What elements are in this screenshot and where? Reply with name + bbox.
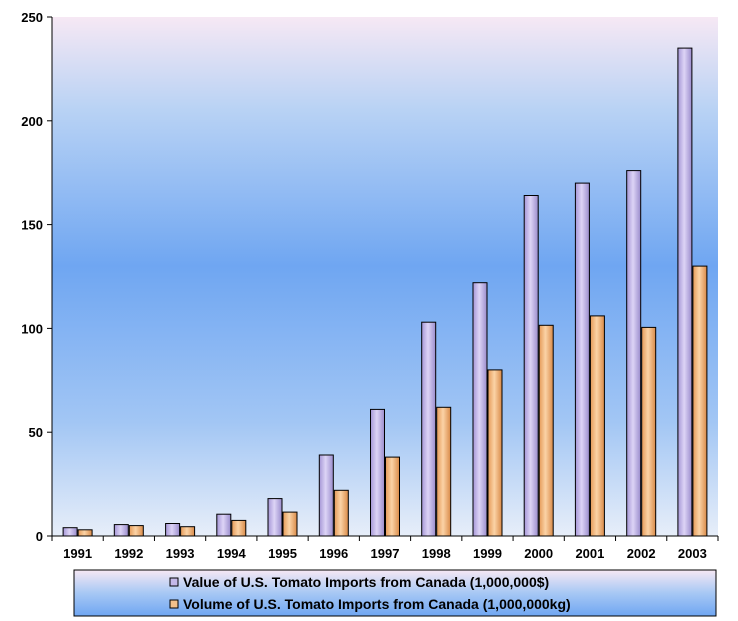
- bar-volume-1997: [385, 456, 400, 537]
- bar-value-1998: [421, 321, 437, 537]
- bar-volume-2003: [692, 265, 708, 537]
- axes-layer: [47, 16, 719, 541]
- bar-volume-1995: [282, 511, 298, 537]
- x-tick-label-2002: 2002: [627, 546, 656, 561]
- bar-volume-1999: [487, 369, 503, 537]
- bar-volume-1993: [180, 526, 196, 537]
- bar-volume-1994: [231, 519, 247, 537]
- x-tick-label-1999: 1999: [473, 546, 502, 561]
- bar-volume-1998: [436, 406, 452, 537]
- bar-volume-2000: [538, 324, 554, 537]
- x-tick-label-1998: 1998: [422, 546, 451, 561]
- bar-value-1995: [267, 498, 283, 537]
- x-tick-label-2001: 2001: [575, 546, 604, 561]
- legend: Value of U.S. Tomato Imports from Canada…: [73, 569, 717, 617]
- legend-swatch-value: [169, 577, 179, 587]
- bar-volume-1992: [128, 525, 144, 537]
- y-tick-label-50: 50: [29, 425, 43, 440]
- legend-label-value: Value of U.S. Tomato Imports from Canada…: [183, 574, 549, 590]
- bars-layer: [62, 47, 708, 537]
- bar-value-2001: [574, 182, 590, 537]
- bar-value-1996: [318, 454, 334, 537]
- bar-value-1994: [216, 513, 232, 537]
- bar-volume-2002: [641, 326, 657, 537]
- bar-value-1999: [472, 282, 488, 537]
- x-tick-label-1996: 1996: [319, 546, 348, 561]
- bar-value-1993: [165, 523, 181, 537]
- bar-value-1991: [62, 527, 78, 537]
- bar-volume-1991: [77, 529, 93, 537]
- x-tick-label-1994: 1994: [217, 546, 247, 561]
- x-tick-label-2000: 2000: [524, 546, 553, 561]
- bar-volume-1996: [333, 489, 349, 537]
- bar-volume-2001: [589, 315, 605, 537]
- x-tick-label-1993: 1993: [166, 546, 195, 561]
- bar-value-2003: [677, 47, 693, 537]
- y-tick-label-0: 0: [36, 529, 43, 544]
- x-tick-label-2003: 2003: [678, 546, 707, 561]
- bar-value-1992: [113, 524, 129, 537]
- y-tick-label-100: 100: [21, 321, 43, 336]
- x-tick-label-1991: 1991: [63, 546, 92, 561]
- y-tick-label-200: 200: [21, 114, 43, 129]
- x-tick-label-1995: 1995: [268, 546, 297, 561]
- x-tick-label-1997: 1997: [371, 546, 400, 561]
- x-tick-label-1992: 1992: [114, 546, 143, 561]
- bar-value-1997: [370, 408, 385, 537]
- y-tick-label-150: 150: [21, 218, 43, 233]
- bar-value-2000: [523, 195, 539, 537]
- legend-swatch-volume: [169, 599, 179, 609]
- legend-label-volume: Volume of U.S. Tomato Imports from Canad…: [183, 596, 571, 612]
- y-tick-label-250: 250: [21, 10, 43, 25]
- tick-labels-layer: 0 50 100 150 200 250 1991 1992 1993 1994 1995 1996 1…: [21, 10, 707, 561]
- legend-box: [73, 569, 717, 617]
- bar-value-2002: [626, 170, 642, 537]
